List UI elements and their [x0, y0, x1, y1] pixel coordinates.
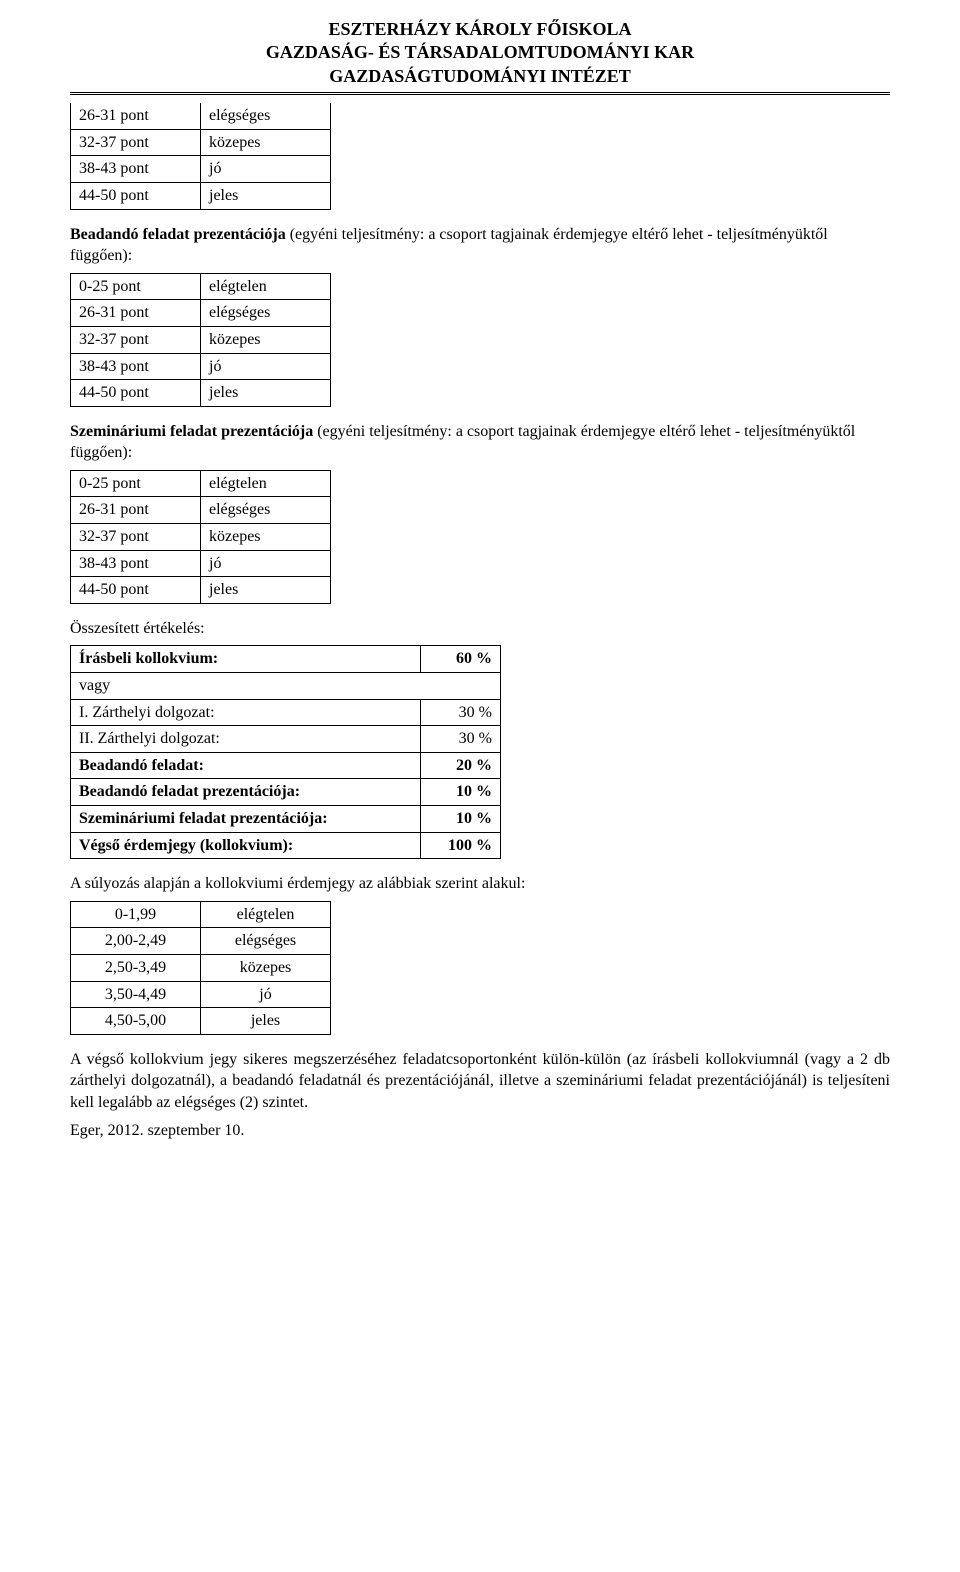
cell: 3,50-4,49 — [71, 981, 201, 1008]
cell: Írásbeli kollokvium: — [71, 646, 421, 673]
cell: jó — [201, 550, 331, 577]
cell: jó — [201, 353, 331, 380]
cell: 60 % — [421, 646, 501, 673]
cell: jó — [201, 156, 331, 183]
cell: 0-25 pont — [71, 470, 201, 497]
cell: 38-43 pont — [71, 550, 201, 577]
paragraph-weighting: A súlyozás alapján a kollokviumi érdemje… — [70, 873, 890, 895]
cell: 30 % — [421, 699, 501, 726]
cell: elégtelen — [201, 470, 331, 497]
cell: elégtelen — [201, 901, 331, 928]
cell: 4,50-5,00 — [71, 1008, 201, 1035]
header-line-3: GAZDASÁGTUDOMÁNYI INTÉZET — [70, 65, 890, 88]
cell: I. Zárthelyi dolgozat: — [71, 699, 421, 726]
table-row: Szemináriumi feladat prezentációja:10 % — [71, 806, 501, 833]
cell: elégséges — [201, 497, 331, 524]
table-row: Végső érdemjegy (kollokvium):100 % — [71, 832, 501, 859]
cell: közepes — [201, 524, 331, 551]
table-row: 44-50 pontjeles — [71, 380, 331, 407]
table-row: Írásbeli kollokvium:60 % — [71, 646, 501, 673]
cell: 32-37 pont — [71, 524, 201, 551]
cell: II. Zárthelyi dolgozat: — [71, 726, 421, 753]
cell: 32-37 pont — [71, 129, 201, 156]
cell: 44-50 pont — [71, 380, 201, 407]
cell: 44-50 pont — [71, 577, 201, 604]
summary-label: Összesített értékelés: — [70, 618, 890, 640]
grade-table-1: 26-31 pontelégséges 32-37 pontközepes 38… — [70, 103, 331, 209]
table-row: Beadandó feladat prezentációja:10 % — [71, 779, 501, 806]
paragraph-bold: Beadandó feladat prezentációja — [70, 226, 286, 243]
table-row: vagy — [71, 673, 501, 700]
cell: elégséges — [201, 103, 331, 129]
summary-table: Írásbeli kollokvium:60 % vagy I. Zárthel… — [70, 645, 501, 859]
cell: 2,50-3,49 — [71, 954, 201, 981]
table-row: 26-31 pontelégséges — [71, 497, 331, 524]
grade-table-2: 0-25 pontelégtelen 26-31 pontelégséges 3… — [70, 273, 331, 407]
table-row: 32-37 pontközepes — [71, 524, 331, 551]
cell: 32-37 pont — [71, 326, 201, 353]
paragraph-bold: Szemináriumi feladat prezentációja — [70, 423, 313, 440]
cell: 38-43 pont — [71, 353, 201, 380]
table-row: 44-50 pontjeles — [71, 182, 331, 209]
table-row: 0-1,99elégtelen — [71, 901, 331, 928]
cell: Végső érdemjegy (kollokvium): — [71, 832, 421, 859]
table-row: I. Zárthelyi dolgozat:30 % — [71, 699, 501, 726]
cell: 100 % — [421, 832, 501, 859]
table-row: 26-31 pontelégséges — [71, 300, 331, 327]
table-row: 38-43 pontjó — [71, 550, 331, 577]
table-row: Beadandó feladat:20 % — [71, 752, 501, 779]
paragraph-final-note: A végső kollokvium jegy sikeres megszerz… — [70, 1049, 890, 1114]
cell: 30 % — [421, 726, 501, 753]
header-line-2: GAZDASÁG- ÉS TÁRSADALOMTUDOMÁNYI KAR — [70, 41, 890, 64]
cell: 44-50 pont — [71, 182, 201, 209]
cell: jeles — [201, 577, 331, 604]
cell: 10 % — [421, 779, 501, 806]
final-grade-table: 0-1,99elégtelen 2,00-2,49elégséges 2,50-… — [70, 901, 331, 1035]
table-row: 0-25 pontelégtelen — [71, 273, 331, 300]
cell: elégtelen — [201, 273, 331, 300]
table-row: 32-37 pontközepes — [71, 129, 331, 156]
cell: 26-31 pont — [71, 103, 201, 129]
cell: jó — [201, 981, 331, 1008]
table-row: II. Zárthelyi dolgozat:30 % — [71, 726, 501, 753]
cell: 10 % — [421, 806, 501, 833]
cell: 38-43 pont — [71, 156, 201, 183]
table-row: 26-31 pontelégséges — [71, 103, 331, 129]
footer-date: Eger, 2012. szeptember 10. — [70, 1120, 890, 1142]
table-row: 3,50-4,49jó — [71, 981, 331, 1008]
cell: vagy — [71, 673, 501, 700]
doc-header: ESZTERHÁZY KÁROLY FŐISKOLA GAZDASÁG- ÉS … — [70, 18, 890, 88]
paragraph-beadando: Beadandó feladat prezentációja (egyéni t… — [70, 224, 890, 267]
table-row: 2,00-2,49elégséges — [71, 928, 331, 955]
cell: 26-31 pont — [71, 300, 201, 327]
cell: Szemináriumi feladat prezentációja: — [71, 806, 421, 833]
table-row: 44-50 pontjeles — [71, 577, 331, 604]
cell: jeles — [201, 182, 331, 209]
cell: elégséges — [201, 300, 331, 327]
cell: közepes — [201, 129, 331, 156]
cell: 0-1,99 — [71, 901, 201, 928]
cell: elégséges — [201, 928, 331, 955]
cell: közepes — [201, 954, 331, 981]
cell: jeles — [201, 380, 331, 407]
cell: közepes — [201, 326, 331, 353]
cell: 0-25 pont — [71, 273, 201, 300]
grade-table-3: 0-25 pontelégtelen 26-31 pontelégséges 3… — [70, 470, 331, 604]
cell: Beadandó feladat: — [71, 752, 421, 779]
cell: jeles — [201, 1008, 331, 1035]
paragraph-szeminariumi: Szemináriumi feladat prezentációja (egyé… — [70, 421, 890, 464]
table-row: 2,50-3,49közepes — [71, 954, 331, 981]
table-row: 38-43 pontjó — [71, 156, 331, 183]
cell: 2,00-2,49 — [71, 928, 201, 955]
double-rule — [70, 92, 890, 95]
cell: 26-31 pont — [71, 497, 201, 524]
header-line-1: ESZTERHÁZY KÁROLY FŐISKOLA — [70, 18, 890, 41]
table-row: 38-43 pontjó — [71, 353, 331, 380]
cell: 20 % — [421, 752, 501, 779]
cell: Beadandó feladat prezentációja: — [71, 779, 421, 806]
table-row: 32-37 pontközepes — [71, 326, 331, 353]
table-row: 4,50-5,00jeles — [71, 1008, 331, 1035]
table-row: 0-25 pontelégtelen — [71, 470, 331, 497]
